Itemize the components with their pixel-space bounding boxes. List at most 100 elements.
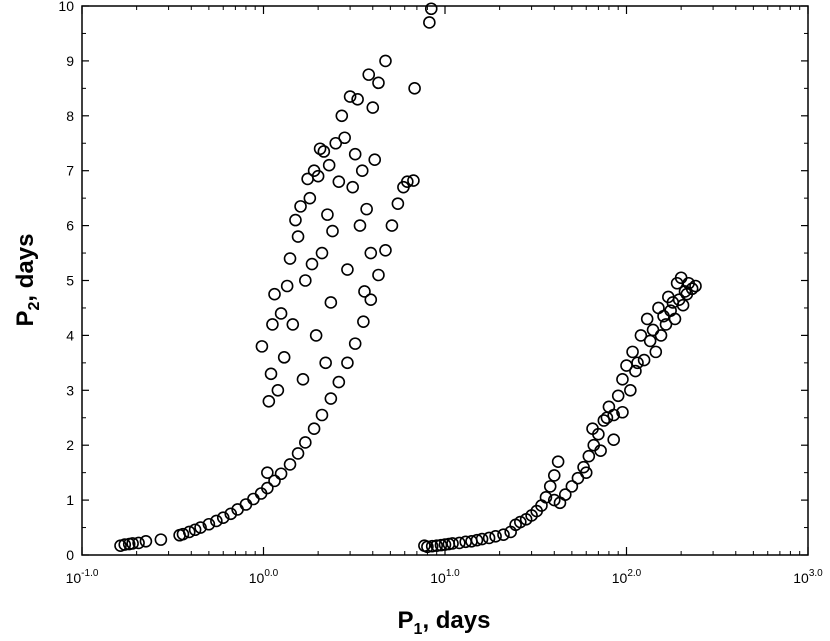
data-point <box>626 345 639 359</box>
data-point <box>607 433 620 447</box>
data-point <box>132 536 145 550</box>
y-axis-title: P2, days <box>12 234 43 327</box>
data-point <box>311 169 325 183</box>
data-point <box>313 142 327 156</box>
data-point <box>266 318 279 331</box>
data-point <box>291 447 305 460</box>
data-point <box>582 449 596 463</box>
x-tick-label: 100.0 <box>249 568 279 586</box>
y-tick-label: 10 <box>58 0 74 14</box>
data-point <box>202 517 216 531</box>
data-point <box>602 400 616 414</box>
data-point <box>654 329 668 342</box>
data-point <box>652 301 665 315</box>
data-point <box>341 263 354 276</box>
data-point <box>668 312 682 326</box>
data-point <box>364 293 378 307</box>
data-point <box>335 109 349 123</box>
y-tick-label: 3 <box>66 382 74 398</box>
data-point <box>401 175 414 188</box>
data-point <box>154 533 168 546</box>
data-point <box>348 337 362 350</box>
data-point <box>423 16 436 29</box>
data-point <box>678 285 692 298</box>
data-point <box>346 180 359 194</box>
data-point <box>274 307 288 320</box>
data-point <box>597 414 611 427</box>
y-tick-label: 5 <box>66 273 74 289</box>
y-tick-label: 9 <box>66 53 74 69</box>
y-tick-label: 4 <box>66 327 74 343</box>
data-point <box>264 367 278 381</box>
data-point <box>307 422 321 436</box>
data-point <box>489 530 502 543</box>
data-point <box>421 540 434 554</box>
data-point <box>126 537 139 550</box>
data-point <box>616 405 629 419</box>
data-point <box>341 356 354 370</box>
data-point <box>315 246 329 260</box>
data-point <box>372 76 385 90</box>
data-point <box>640 312 654 326</box>
x-axis-title: P1, days <box>398 607 491 638</box>
data-point <box>391 197 405 210</box>
data-point <box>353 219 367 232</box>
data-point <box>453 536 466 550</box>
data-point <box>594 444 607 457</box>
data-point <box>210 514 223 528</box>
data-point <box>255 340 269 353</box>
data-point <box>280 279 294 293</box>
data-point <box>286 318 300 331</box>
data-point <box>338 131 351 145</box>
data-point <box>547 493 561 507</box>
data-point <box>239 498 253 511</box>
x-tick-label: 103.0 <box>793 568 823 586</box>
x-tick-label: 101.0 <box>430 568 460 586</box>
data-point <box>637 353 651 367</box>
data-point <box>261 466 274 479</box>
y-tick-label: 6 <box>66 218 74 234</box>
data-point <box>497 528 510 541</box>
data-point <box>329 136 343 150</box>
data-point <box>262 394 276 408</box>
data-point <box>291 230 305 243</box>
data-point <box>319 356 332 370</box>
y-axis-ticks: 0 1 2 3 4 5 6 7 8 9 10 <box>58 0 808 563</box>
data-point <box>224 507 238 521</box>
plot-frame <box>81 5 809 556</box>
data-point <box>616 373 629 386</box>
data-point <box>631 356 644 370</box>
data-point <box>551 455 565 468</box>
data-point <box>182 525 196 539</box>
data-point <box>649 345 663 359</box>
data-point <box>317 145 331 158</box>
data-point <box>676 298 690 312</box>
data-point <box>607 408 620 422</box>
data-point <box>351 93 364 106</box>
data-point <box>543 480 557 493</box>
data-point <box>408 82 421 95</box>
data-point <box>261 481 274 495</box>
data-point <box>659 318 673 331</box>
data-point <box>283 458 297 471</box>
data-point <box>629 364 642 378</box>
data-point <box>366 101 380 114</box>
data-point <box>274 467 288 481</box>
data-point <box>643 334 657 348</box>
data-point <box>355 164 369 177</box>
data-point <box>268 287 281 301</box>
data-point <box>332 175 346 188</box>
y-tick-label: 0 <box>66 547 74 563</box>
data-point <box>430 539 443 552</box>
data-point <box>305 257 319 271</box>
data-point <box>539 491 553 504</box>
data-point <box>385 219 399 232</box>
data-point <box>176 527 190 541</box>
data-point <box>322 158 336 172</box>
data-point <box>271 383 285 397</box>
data-point <box>372 268 385 282</box>
data-point <box>424 2 438 16</box>
data-point <box>634 329 648 342</box>
x-tick-label: 102.0 <box>612 568 642 586</box>
